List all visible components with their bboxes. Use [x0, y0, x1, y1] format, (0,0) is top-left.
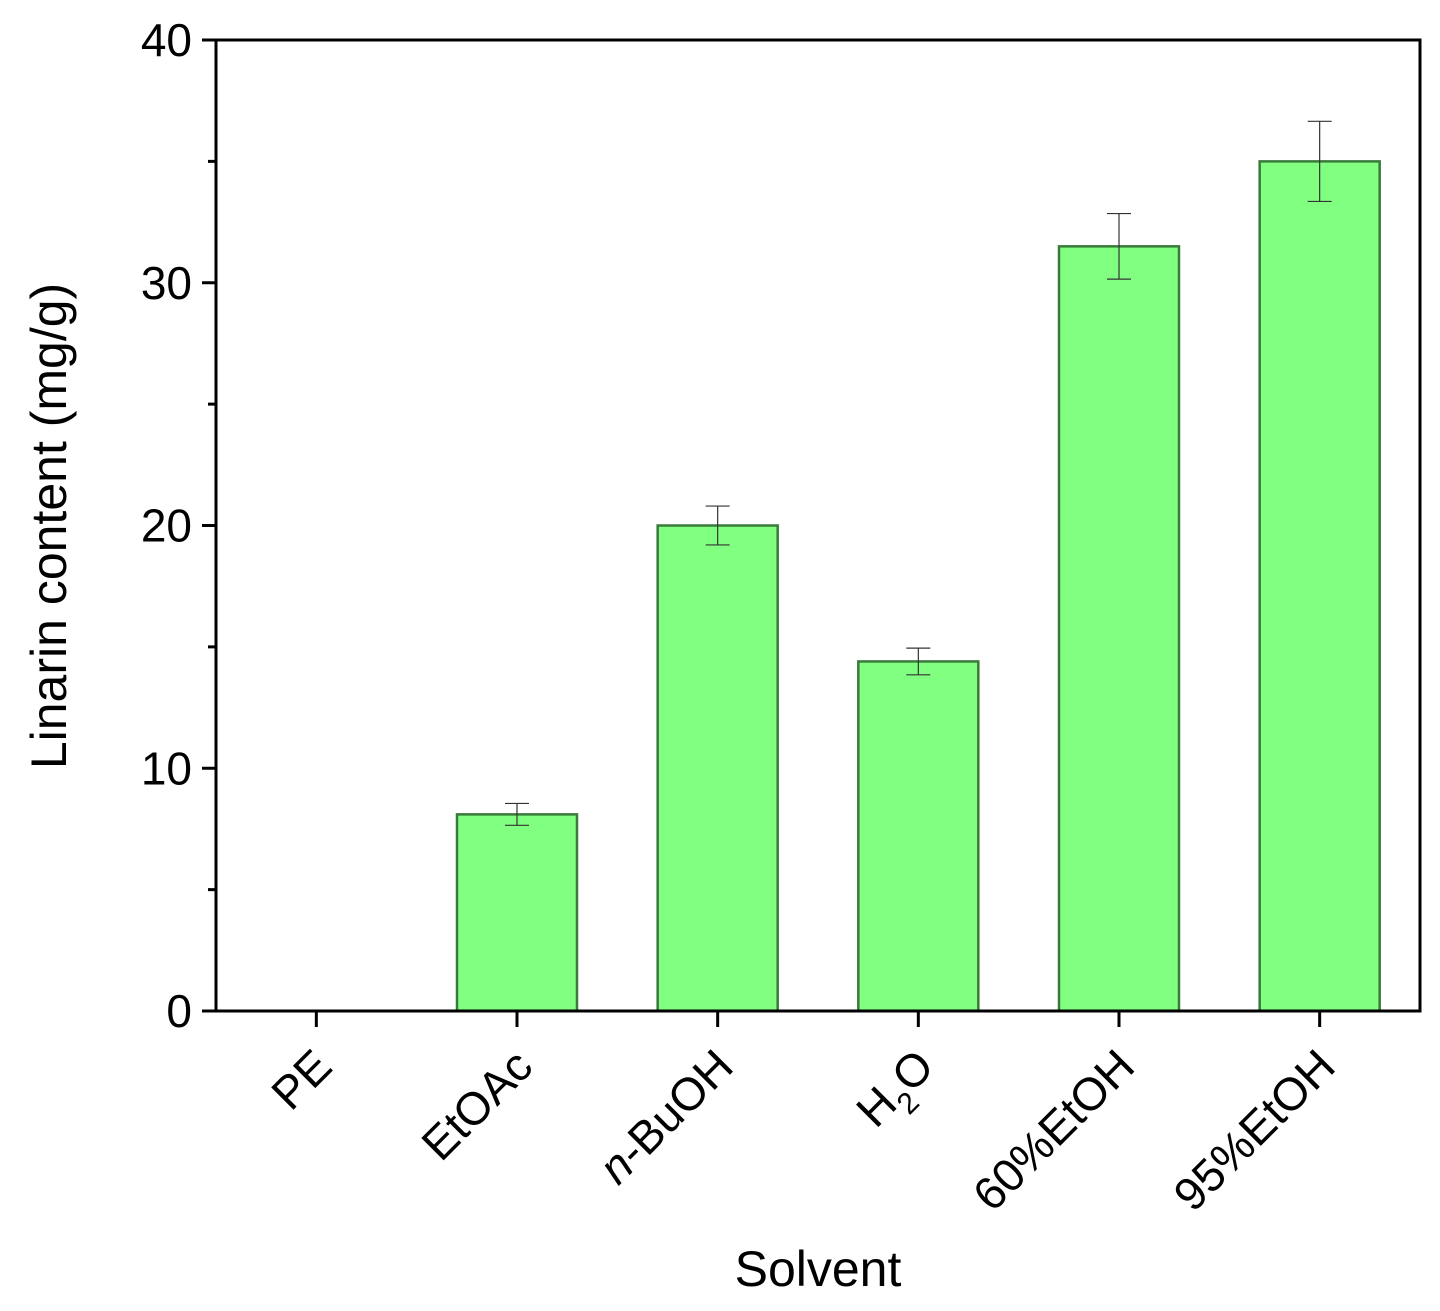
y-tick-label: 40 [141, 14, 192, 66]
error-bar [1107, 212, 1131, 280]
x-tick-label-text: -BuOH [607, 1039, 743, 1175]
x-tick-label-text: 60%EtOH [963, 1039, 1144, 1220]
error-bars-group [505, 120, 1332, 826]
error-bar [705, 505, 730, 546]
y-axis-ticks: 0 10 20 30 40 [141, 14, 216, 1037]
bar [656, 524, 779, 1013]
bar [1057, 245, 1181, 1013]
x-tick-label: n-BuOH [588, 1039, 742, 1193]
x-tick-label: EtOAc [411, 1039, 542, 1170]
x-tick-label: 60%EtOH [963, 1039, 1144, 1220]
bar [857, 660, 980, 1013]
x-tick-label: H2O [846, 1039, 951, 1144]
bars-group [455, 160, 1381, 1013]
x-tick-label-text: H [846, 1076, 906, 1136]
y-axis-title: Linarin content (mg/g) [21, 283, 77, 769]
x-tick-label-text: EtOAc [411, 1039, 542, 1170]
error-bar [505, 802, 529, 826]
bar [455, 813, 579, 1013]
error-bar [1307, 120, 1332, 203]
x-axis-ticks: PE EtOAc n-BuOH H2O 60%EtOH 95%EtOH [261, 1011, 1345, 1221]
y-tick-label: 0 [166, 985, 192, 1037]
x-tick-label-text: PE [261, 1039, 341, 1119]
x-axis-title: Solvent [735, 1241, 902, 1297]
x-tick-label: PE [261, 1039, 341, 1119]
y-tick-label: 20 [141, 500, 192, 552]
x-tick-label: 95%EtOH [1163, 1039, 1344, 1220]
bar [1258, 160, 1381, 1013]
plot-frame [214, 38, 1422, 1013]
error-bar [906, 647, 931, 676]
y-tick-label: 10 [141, 742, 192, 794]
x-tick-label-suffix: O [881, 1039, 943, 1101]
y-tick-label: 30 [141, 257, 192, 309]
x-tick-label-text: 95%EtOH [1163, 1039, 1344, 1220]
